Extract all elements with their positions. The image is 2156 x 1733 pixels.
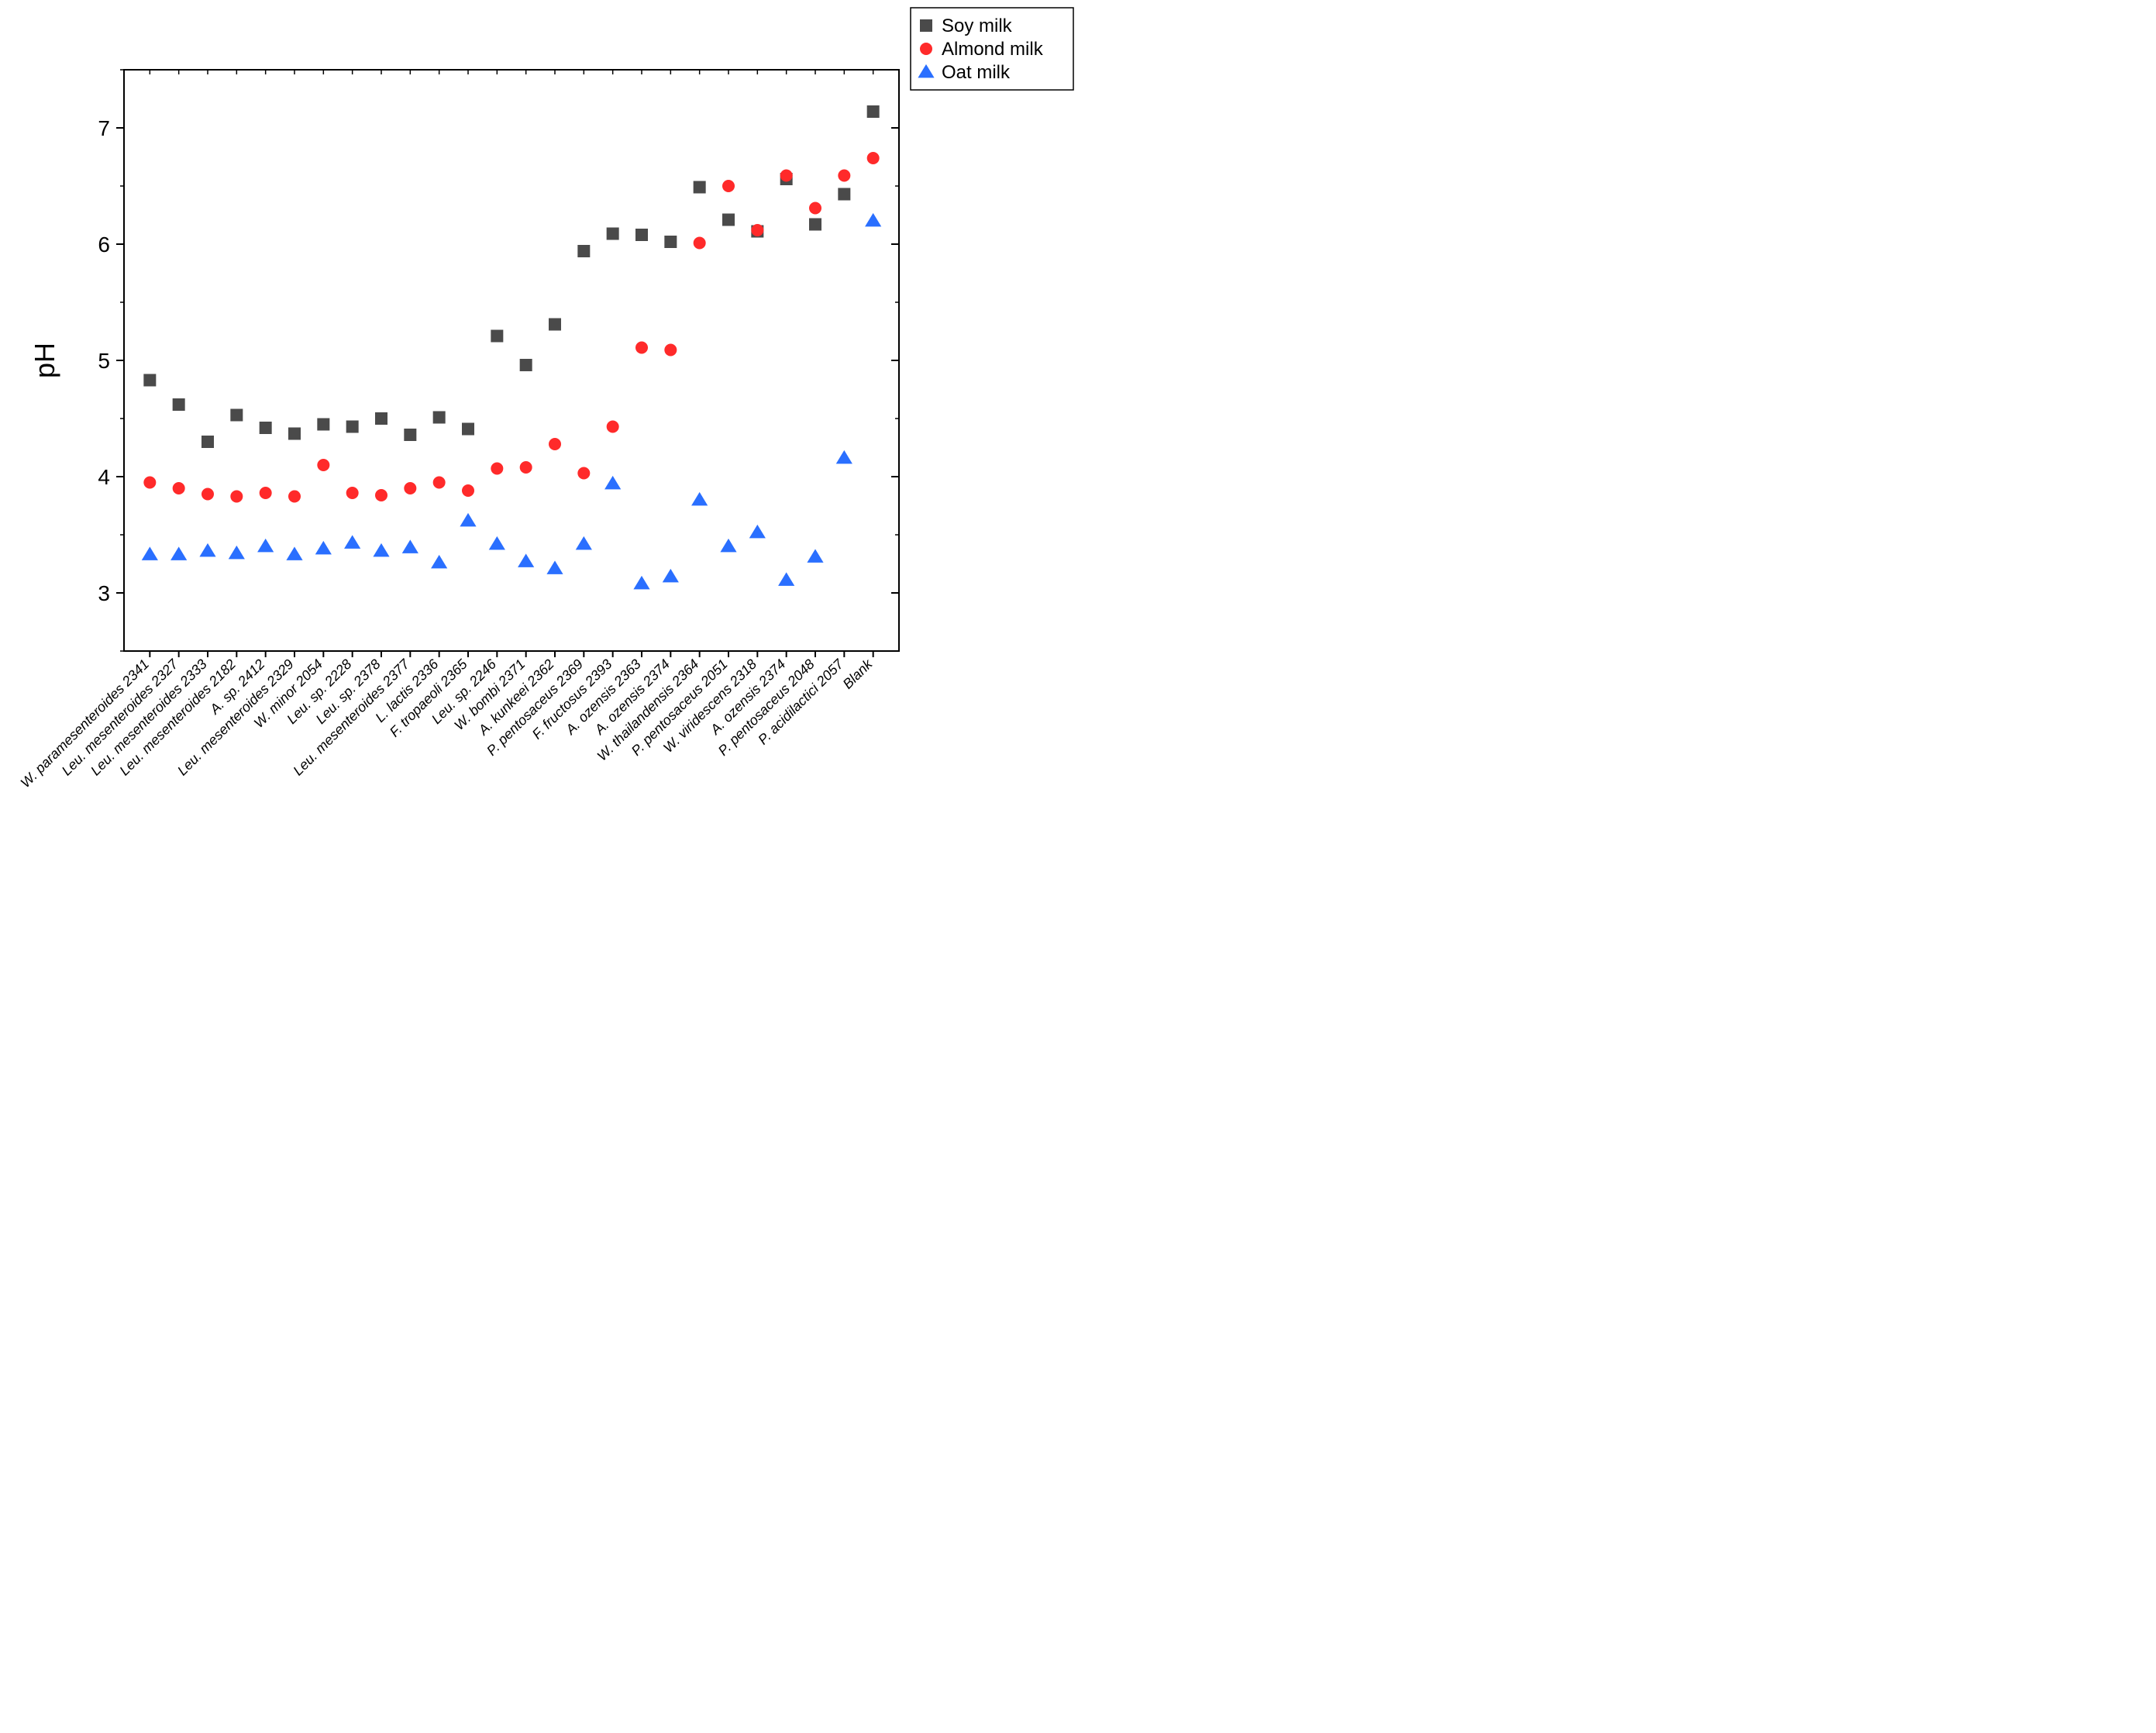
almond-point <box>346 487 359 499</box>
soy-point <box>491 330 503 343</box>
oat-point <box>604 476 621 489</box>
soy-point <box>520 359 532 371</box>
legend: Soy milk Almond milkOat milk <box>911 8 1073 90</box>
oat-point <box>576 536 592 550</box>
almond-point <box>433 477 446 489</box>
soy-point <box>664 236 677 248</box>
soy-point <box>462 423 474 436</box>
legend-marker-almond <box>920 43 932 55</box>
legend-label-oat: Oat milk <box>942 62 1011 83</box>
almond-point <box>809 202 821 215</box>
oat-point <box>778 572 794 585</box>
ph-scatter-chart: 34567pHW. paramesenteroides 2341Leu. mes… <box>0 0 1078 867</box>
almond-point <box>867 152 880 164</box>
soy-point <box>722 214 735 226</box>
soy-point <box>317 419 329 431</box>
almond-point <box>838 170 850 182</box>
oat-point <box>142 546 158 560</box>
almond-point <box>404 482 416 494</box>
oat-point <box>691 492 708 505</box>
legend-marker-oat <box>918 64 934 78</box>
soy-point <box>346 421 359 433</box>
soy-point <box>260 422 272 434</box>
oat-point <box>489 536 505 550</box>
oat-point <box>199 543 215 556</box>
plot-frame <box>124 70 899 651</box>
soy-point <box>143 374 156 387</box>
legend-label-soy: Soy milk <box>942 16 1013 36</box>
almond-point <box>260 487 272 499</box>
oat-point <box>286 546 302 560</box>
soy-point <box>809 219 821 231</box>
soy-point <box>607 228 619 240</box>
oat-point <box>344 535 360 548</box>
oat-point <box>431 555 447 568</box>
oat-point <box>546 560 563 574</box>
chart-container: 34567pHW. paramesenteroides 2341Leu. mes… <box>0 0 1078 867</box>
almond-point <box>780 170 793 182</box>
oat-point <box>749 525 766 538</box>
soy-point <box>288 428 301 440</box>
soy-point <box>694 181 706 194</box>
legend-marker-soy <box>920 19 932 32</box>
soy-point <box>230 409 243 422</box>
oat-point <box>807 549 823 562</box>
oat-point <box>518 553 534 567</box>
soy-point <box>549 319 561 331</box>
soy-point <box>838 188 850 201</box>
soy-point <box>173 398 185 411</box>
almond-point <box>462 484 474 497</box>
oat-point <box>315 541 332 554</box>
soy-point <box>577 245 590 257</box>
soy-point <box>433 412 446 424</box>
oat-point <box>720 539 736 552</box>
x-tick-label: Blank <box>840 656 877 692</box>
y-tick-label: 3 <box>98 581 110 605</box>
oat-point <box>229 546 245 559</box>
y-tick-label: 5 <box>98 349 110 373</box>
oat-point <box>373 543 389 556</box>
y-axis-title: pH <box>29 343 60 378</box>
almond-point <box>577 467 590 480</box>
almond-point <box>143 477 156 489</box>
almond-point <box>722 180 735 192</box>
almond-point <box>317 459 329 471</box>
almond-point <box>751 224 763 236</box>
y-tick-label: 7 <box>98 116 110 140</box>
almond-point <box>230 491 243 503</box>
oat-point <box>257 539 274 552</box>
soy-point <box>201 436 214 448</box>
almond-point <box>520 461 532 474</box>
almond-point <box>491 463 503 475</box>
x-tick-label: Leu. mesenteroides 2327 <box>59 656 181 778</box>
y-tick-label: 4 <box>98 465 110 489</box>
almond-point <box>375 489 387 501</box>
oat-point <box>663 569 679 582</box>
almond-point <box>201 488 214 501</box>
oat-point <box>460 513 476 526</box>
oat-point <box>633 576 649 589</box>
almond-point <box>549 438 561 450</box>
almond-point <box>607 421 619 433</box>
oat-point <box>170 546 187 560</box>
almond-point <box>635 342 648 354</box>
legend-label-almond: Almond milk <box>942 39 1044 60</box>
almond-point <box>664 344 677 357</box>
soy-point <box>375 412 387 425</box>
oat-point <box>836 450 852 463</box>
almond-point <box>173 482 185 494</box>
soy-point <box>404 429 416 441</box>
soy-point <box>867 105 880 118</box>
almond-point <box>694 237 706 250</box>
soy-point <box>635 229 648 241</box>
oat-point <box>402 539 418 553</box>
y-tick-label: 6 <box>98 233 110 257</box>
almond-point <box>288 491 301 503</box>
oat-point <box>865 213 881 226</box>
